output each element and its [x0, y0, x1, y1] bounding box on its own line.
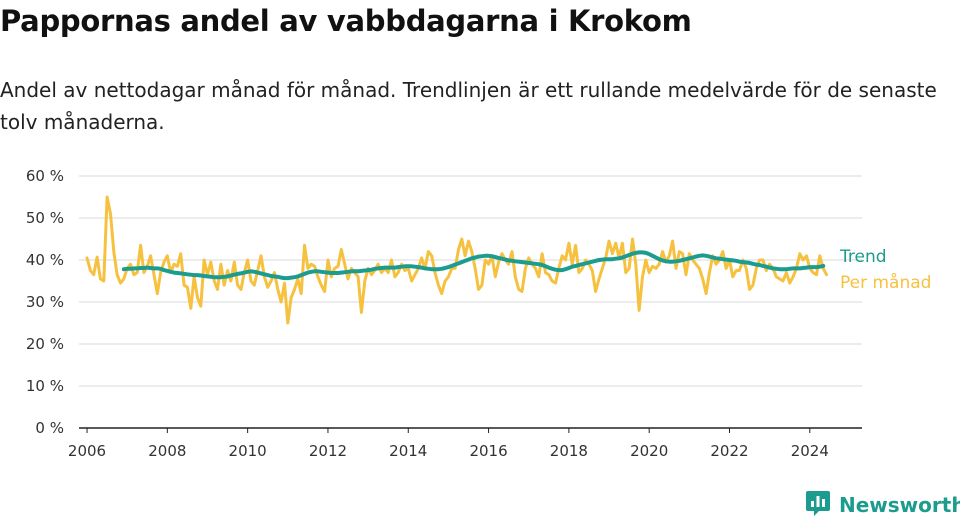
- y-tick-label: 60 %: [26, 167, 64, 185]
- y-tick-label: 0 %: [35, 419, 64, 437]
- x-tick-label: 2018: [550, 442, 588, 460]
- x-tick-label: 2010: [229, 442, 267, 460]
- x-tick-label: 2022: [710, 442, 748, 460]
- x-axis: 2006 2008 2010 2012 2014 2016 2018 2020 2022 2024: [68, 427, 862, 460]
- series-lines: [85, 195, 828, 325]
- y-tick-label: 20 %: [26, 335, 64, 353]
- newsworthy-logo-icon: [805, 489, 831, 521]
- y-tick-label: 50 %: [26, 209, 64, 227]
- x-tick-label: 2006: [68, 442, 106, 460]
- chart-title: Pappornas andel av vabbdagarna i Krokom: [0, 4, 692, 38]
- x-tick-label: 2016: [469, 442, 507, 460]
- gridlines: [79, 175, 862, 387]
- x-tick-label: 2014: [389, 442, 427, 460]
- x-tick-label: 2012: [309, 442, 347, 460]
- trend-series-line: [121, 250, 826, 281]
- brand-logo: Newsworthy: [805, 489, 960, 521]
- y-tick-label: 40 %: [26, 251, 64, 269]
- brand-name: Newsworthy: [839, 493, 960, 517]
- chart-subtitle: Andel av nettodagar månad för månad. Tre…: [0, 78, 937, 134]
- y-axis-ticks: 0 % 10 % 20 % 30 % 40 % 50 % 60 %: [26, 167, 64, 437]
- y-tick-label: 10 %: [26, 377, 64, 395]
- legend-monthly: Per månad: [840, 272, 931, 293]
- legend-trend: Trend: [839, 247, 887, 267]
- x-tick-label: 2008: [148, 442, 186, 460]
- y-tick-label: 30 %: [26, 293, 64, 311]
- monthly-series-line: [85, 195, 828, 325]
- x-tick-label: 2024: [791, 442, 829, 460]
- x-tick-label: 2020: [630, 442, 668, 460]
